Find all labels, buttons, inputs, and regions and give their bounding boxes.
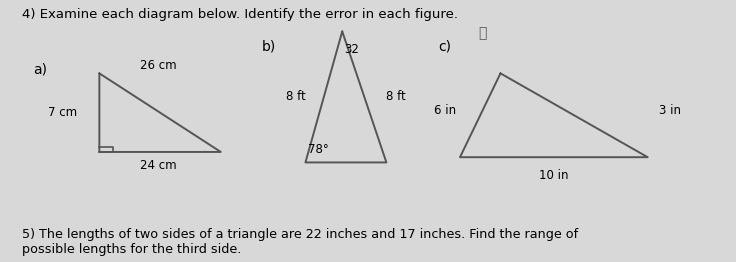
- Text: 32: 32: [344, 43, 359, 56]
- Text: 7 cm: 7 cm: [48, 106, 77, 119]
- Text: 8 ft: 8 ft: [286, 90, 305, 103]
- Text: 🖐: 🖐: [478, 26, 486, 40]
- Text: c): c): [438, 39, 451, 53]
- Text: b): b): [261, 39, 275, 53]
- Text: 3 in: 3 in: [659, 103, 681, 117]
- Text: 4) Examine each diagram below. Identify the error in each figure.: 4) Examine each diagram below. Identify …: [22, 8, 458, 21]
- Text: a): a): [33, 63, 47, 77]
- Text: 6 in: 6 in: [434, 103, 456, 117]
- Text: 24 cm: 24 cm: [140, 159, 177, 172]
- Text: 26 cm: 26 cm: [140, 59, 177, 72]
- Text: 5) The lengths of two sides of a triangle are 22 inches and 17 inches. Find the : 5) The lengths of two sides of a triangl…: [22, 228, 578, 256]
- Text: 10 in: 10 in: [539, 169, 568, 182]
- Text: 8 ft: 8 ft: [386, 90, 406, 103]
- Text: 78°: 78°: [308, 143, 328, 156]
